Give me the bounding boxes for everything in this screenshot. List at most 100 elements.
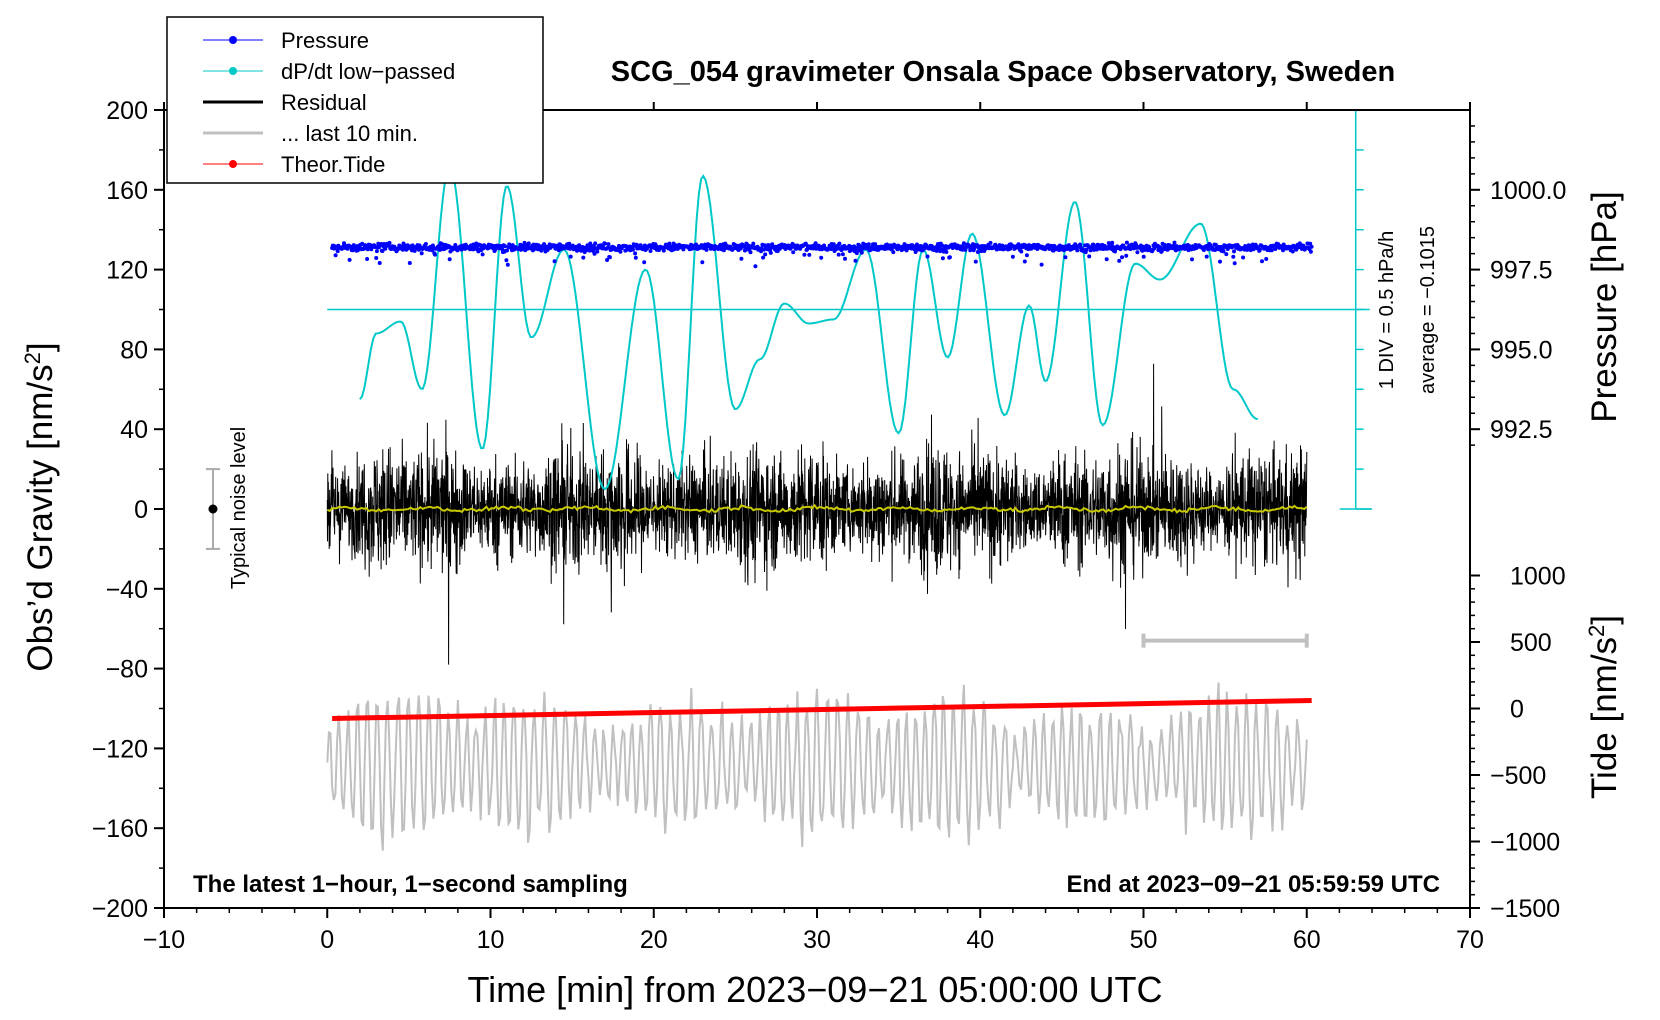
pressure-point xyxy=(526,241,531,246)
pressure-point xyxy=(1084,247,1089,252)
pressure-point xyxy=(947,255,952,260)
ddt-average-label: average = −0.1015 xyxy=(1417,226,1439,394)
pressure-point xyxy=(761,255,766,260)
y-tick-label: 200 xyxy=(106,97,148,125)
plot-clipped xyxy=(326,110,1372,851)
pressure-tick-label: 995.0 xyxy=(1490,336,1553,364)
pressure-point xyxy=(1110,240,1115,245)
pressure-point xyxy=(961,241,966,246)
pressure-point xyxy=(853,258,858,263)
y-axis-label-left: Obs’d Gravity [nm/s2] xyxy=(20,342,61,671)
y-tick-label: 40 xyxy=(120,416,148,444)
legend-box xyxy=(166,16,544,184)
pressure-point xyxy=(447,257,452,262)
pressure-point xyxy=(975,250,980,254)
y-tick-label: −200 xyxy=(92,895,148,923)
legend-label: ... last 10 min. xyxy=(281,121,418,146)
pressure-point xyxy=(642,260,647,265)
pressure-point xyxy=(859,250,864,255)
pressure-point xyxy=(1063,255,1068,260)
pressure-point xyxy=(607,255,612,260)
pressure-point xyxy=(374,249,379,254)
pressure-point xyxy=(813,241,818,246)
y-axis-label-tide: Tide [nm/s2] xyxy=(1584,615,1625,799)
pressure-point xyxy=(891,250,896,255)
pressure-point xyxy=(603,241,607,246)
y-tick-label: 0 xyxy=(134,496,148,524)
tide-tick-label: −1500 xyxy=(1490,895,1560,923)
pressure-point xyxy=(333,253,338,258)
pressure-point xyxy=(1120,255,1124,260)
pressure-point xyxy=(419,251,424,256)
pressure-point xyxy=(407,261,412,265)
y-axis-label-left-tail: ] xyxy=(21,342,60,352)
pressure-point xyxy=(1290,249,1295,254)
pressure-point xyxy=(1022,259,1027,264)
pressure-point xyxy=(940,243,945,248)
pressure-point xyxy=(567,241,572,246)
y-tick-label: −40 xyxy=(106,576,148,604)
pressure-point xyxy=(581,255,586,260)
pressure-point xyxy=(648,249,653,253)
y-tick-label: −160 xyxy=(92,815,148,843)
y-axis-label-pressure: Pressure [hPa] xyxy=(1585,191,1624,423)
noise-level-label: Typical noise level xyxy=(228,427,250,589)
pressure-point xyxy=(633,255,638,260)
pressure-tick-label: 1000.0 xyxy=(1490,177,1566,205)
pressure-point xyxy=(593,241,598,246)
pressure-point xyxy=(1078,242,1083,247)
y-axis-label-left-main: Obs’d Gravity [nm/s xyxy=(21,364,60,671)
legend-label: Theor.Tide xyxy=(281,152,385,177)
pressure-point xyxy=(1260,259,1264,264)
pressure-point xyxy=(588,241,593,246)
pressure-point xyxy=(1104,257,1109,262)
pressure-point xyxy=(1075,248,1080,253)
pressure-point xyxy=(1308,249,1313,254)
pressure-point xyxy=(347,257,352,262)
series-layer xyxy=(205,110,1372,851)
pressure-point xyxy=(1308,241,1313,246)
pressure-point xyxy=(704,247,709,252)
annotation-bottom-right: End at 2023−09−21 05:59:59 UTC xyxy=(1066,871,1440,898)
pressure-point xyxy=(739,256,744,261)
pressure-point xyxy=(542,242,547,247)
pressure-point xyxy=(753,264,758,269)
tide-tick-label: 0 xyxy=(1510,696,1524,724)
pressure-point xyxy=(1232,261,1237,266)
pressure-point xyxy=(1269,248,1274,253)
residual-line xyxy=(326,363,1308,665)
pressure-point xyxy=(667,241,672,246)
axes-layer: −10 0 10 20 30 40 50 60 70 200 160 120 80 40 0 −40 −80 −1… xyxy=(92,97,1567,954)
pressure-point xyxy=(836,252,841,257)
pressure-point xyxy=(855,248,860,253)
pressure-point xyxy=(631,247,635,252)
pressure-point xyxy=(1231,254,1236,259)
legend-swatch-dot xyxy=(229,160,237,168)
pressure-point xyxy=(835,246,840,251)
pressure-point xyxy=(1257,247,1262,252)
pressure-point xyxy=(763,252,768,257)
x-tick-label: 60 xyxy=(1293,926,1321,954)
y-axis-label-tide-tail: ] xyxy=(1585,615,1624,625)
pressure-point xyxy=(1094,247,1099,252)
legend-swatch-dot xyxy=(229,67,237,75)
pressure-point xyxy=(988,240,993,245)
pressure-point xyxy=(1141,254,1146,259)
pressure-point xyxy=(1190,257,1194,262)
y-tick-label: 160 xyxy=(106,177,148,205)
x-tick-label: 10 xyxy=(477,926,505,954)
x-axis-label: Time [min] from 2023−09−21 05:00:00 UTC xyxy=(467,969,1162,1010)
tide-tick-label: 1000 xyxy=(1510,562,1566,590)
pressure-point xyxy=(423,242,428,246)
pressure-point xyxy=(742,244,747,249)
legend-swatch-dot xyxy=(229,36,237,44)
pressure-point xyxy=(940,256,945,261)
chart-title: SCG_054 gravimeter Onsala Space Observat… xyxy=(611,56,1395,88)
noise-bar-dot xyxy=(208,504,218,514)
pressure-point xyxy=(374,256,379,260)
smoothed-residual-line xyxy=(326,503,1308,514)
pressure-point xyxy=(633,251,638,256)
y-axis-label-tide-main: Tide [nm/s xyxy=(1585,637,1624,799)
pressure-point xyxy=(1016,242,1021,247)
